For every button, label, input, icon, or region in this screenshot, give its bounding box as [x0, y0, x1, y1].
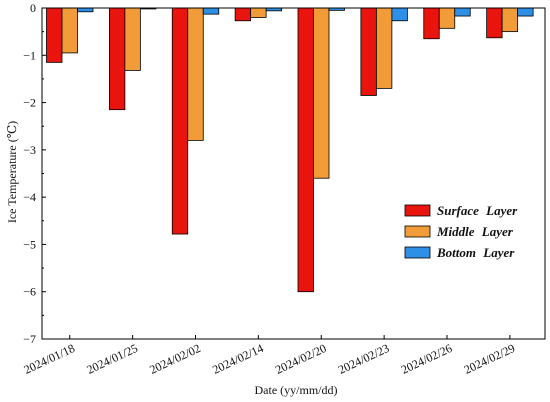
legend-swatch-surface-layer — [404, 204, 431, 217]
bar-middle-layer — [187, 7, 204, 141]
bar-bottom-layer — [77, 7, 94, 13]
bar-bottom-layer — [454, 7, 471, 17]
x-tick-label: 2024/02/02 — [147, 341, 202, 377]
bar-middle-layer — [313, 7, 330, 179]
x-axis-title: Date (yy/mm/dd) — [255, 383, 338, 397]
legend-label-middle-layer: Middle Layer — [436, 224, 514, 239]
x-tick-label: 2024/02/23 — [336, 341, 391, 377]
x-tick-label: 2024/02/29 — [462, 341, 517, 377]
x-tick-label: 2024/01/25 — [84, 341, 139, 377]
y-tick-label: −6 — [23, 285, 36, 299]
bar-surface-layer — [297, 7, 314, 293]
x-tick-label: 2024/01/18 — [22, 341, 77, 377]
bar-surface-layer — [360, 7, 377, 96]
bar-middle-layer — [438, 7, 456, 29]
legend: Surface Layer Middle Layer Bottom Layer — [404, 203, 518, 260]
bar-bottom-layer — [202, 7, 220, 15]
y-tick-label: −7 — [23, 332, 36, 346]
bars-layer — [46, 7, 534, 293]
legend-label-surface-layer: Surface Layer — [437, 203, 518, 218]
bar-surface-layer — [423, 7, 440, 40]
bar-middle-layer — [250, 7, 267, 18]
bar-middle-layer — [501, 7, 519, 33]
bar-surface-layer — [234, 7, 252, 22]
bar-surface-layer — [46, 7, 63, 63]
bar-middle-layer — [61, 7, 78, 54]
legend-swatch-middle-layer — [404, 225, 431, 238]
bar-surface-layer — [171, 7, 189, 235]
legend-swatch-bottom-layer — [404, 246, 431, 259]
legend-label-bottom-layer: Bottom Layer — [436, 245, 515, 260]
x-tick-label: 2024/02/14 — [210, 341, 265, 377]
bar-surface-layer — [108, 7, 126, 111]
bar-surface-layer — [486, 7, 503, 39]
bar-middle-layer — [375, 7, 393, 89]
y-tick-label: −1 — [23, 48, 36, 62]
x-tick-label: 2024/02/20 — [273, 341, 328, 377]
bar-middle-layer — [124, 7, 141, 71]
y-tick-label: −4 — [23, 190, 36, 204]
y-tick-label: 0 — [30, 1, 36, 15]
y-tick-label: −3 — [23, 143, 36, 157]
y-axis-title: Ice Temperature (℃) — [5, 121, 19, 223]
y-tick-label: −5 — [23, 237, 36, 251]
y-tick-label: −2 — [23, 96, 36, 110]
bar-bottom-layer — [391, 7, 408, 22]
bar-bottom-layer — [517, 7, 534, 17]
x-tick-label: 2024/02/26 — [399, 341, 454, 377]
